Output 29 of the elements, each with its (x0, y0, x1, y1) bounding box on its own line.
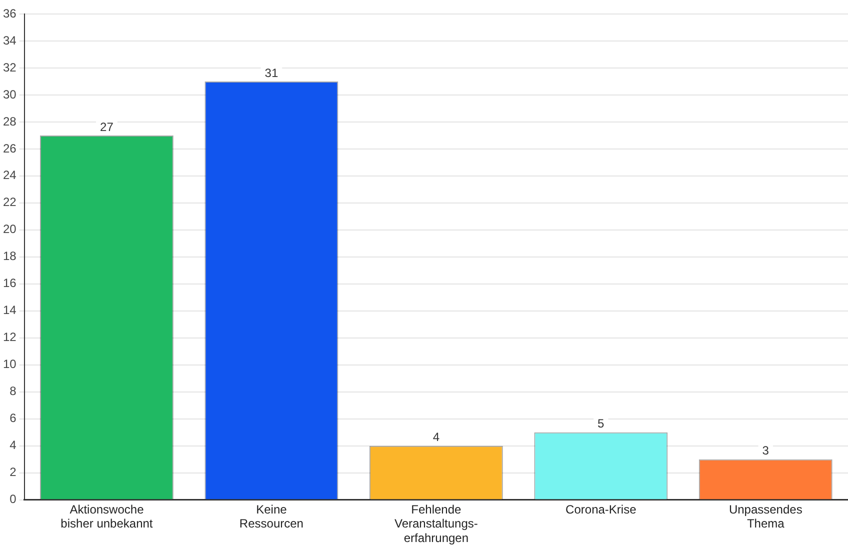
y-tick-label: 8 (10, 384, 17, 398)
y-tick-label: 12 (2, 330, 17, 344)
y-tick-label: 30 (2, 87, 17, 102)
y-tick-label: 6 (10, 411, 17, 426)
y-tick-label: 4 (10, 438, 17, 452)
data-label: 3 (762, 444, 770, 458)
y-tick-label: 20 (2, 222, 17, 236)
y-tick-label: 24 (2, 168, 17, 182)
x-tick-label: Keine Ressourcen (239, 502, 304, 531)
y-tick-label: 28 (2, 114, 17, 128)
data-label: 5 (598, 416, 605, 431)
y-tick-label: 10 (2, 357, 17, 372)
y-tick-label: 2 (10, 465, 17, 480)
data-label: 27 (100, 120, 114, 134)
data-label: 4 (432, 430, 440, 444)
x-tick-label: Aktionswoche bisher unbekannt (60, 502, 154, 531)
y-tick-label: 0 (10, 492, 17, 506)
y-tick-label: 26 (2, 141, 17, 156)
x-tick-label: Unpassendes Thema (728, 502, 802, 531)
x-tick-label: Corona-Krise (566, 502, 637, 516)
x-tick-label: Fehlende Veranstaltungs-erfahrungen (394, 502, 478, 546)
y-tick-label: 14 (2, 303, 17, 318)
data-label: 31 (264, 66, 278, 80)
y-tick-label: 16 (2, 276, 17, 290)
y-tick-label: 34 (2, 33, 17, 48)
y-tick-label: 18 (2, 249, 17, 264)
y-tick-label: 22 (2, 195, 17, 210)
y-tick-label: 32 (2, 60, 17, 74)
y-tick-label: 36 (2, 6, 17, 20)
